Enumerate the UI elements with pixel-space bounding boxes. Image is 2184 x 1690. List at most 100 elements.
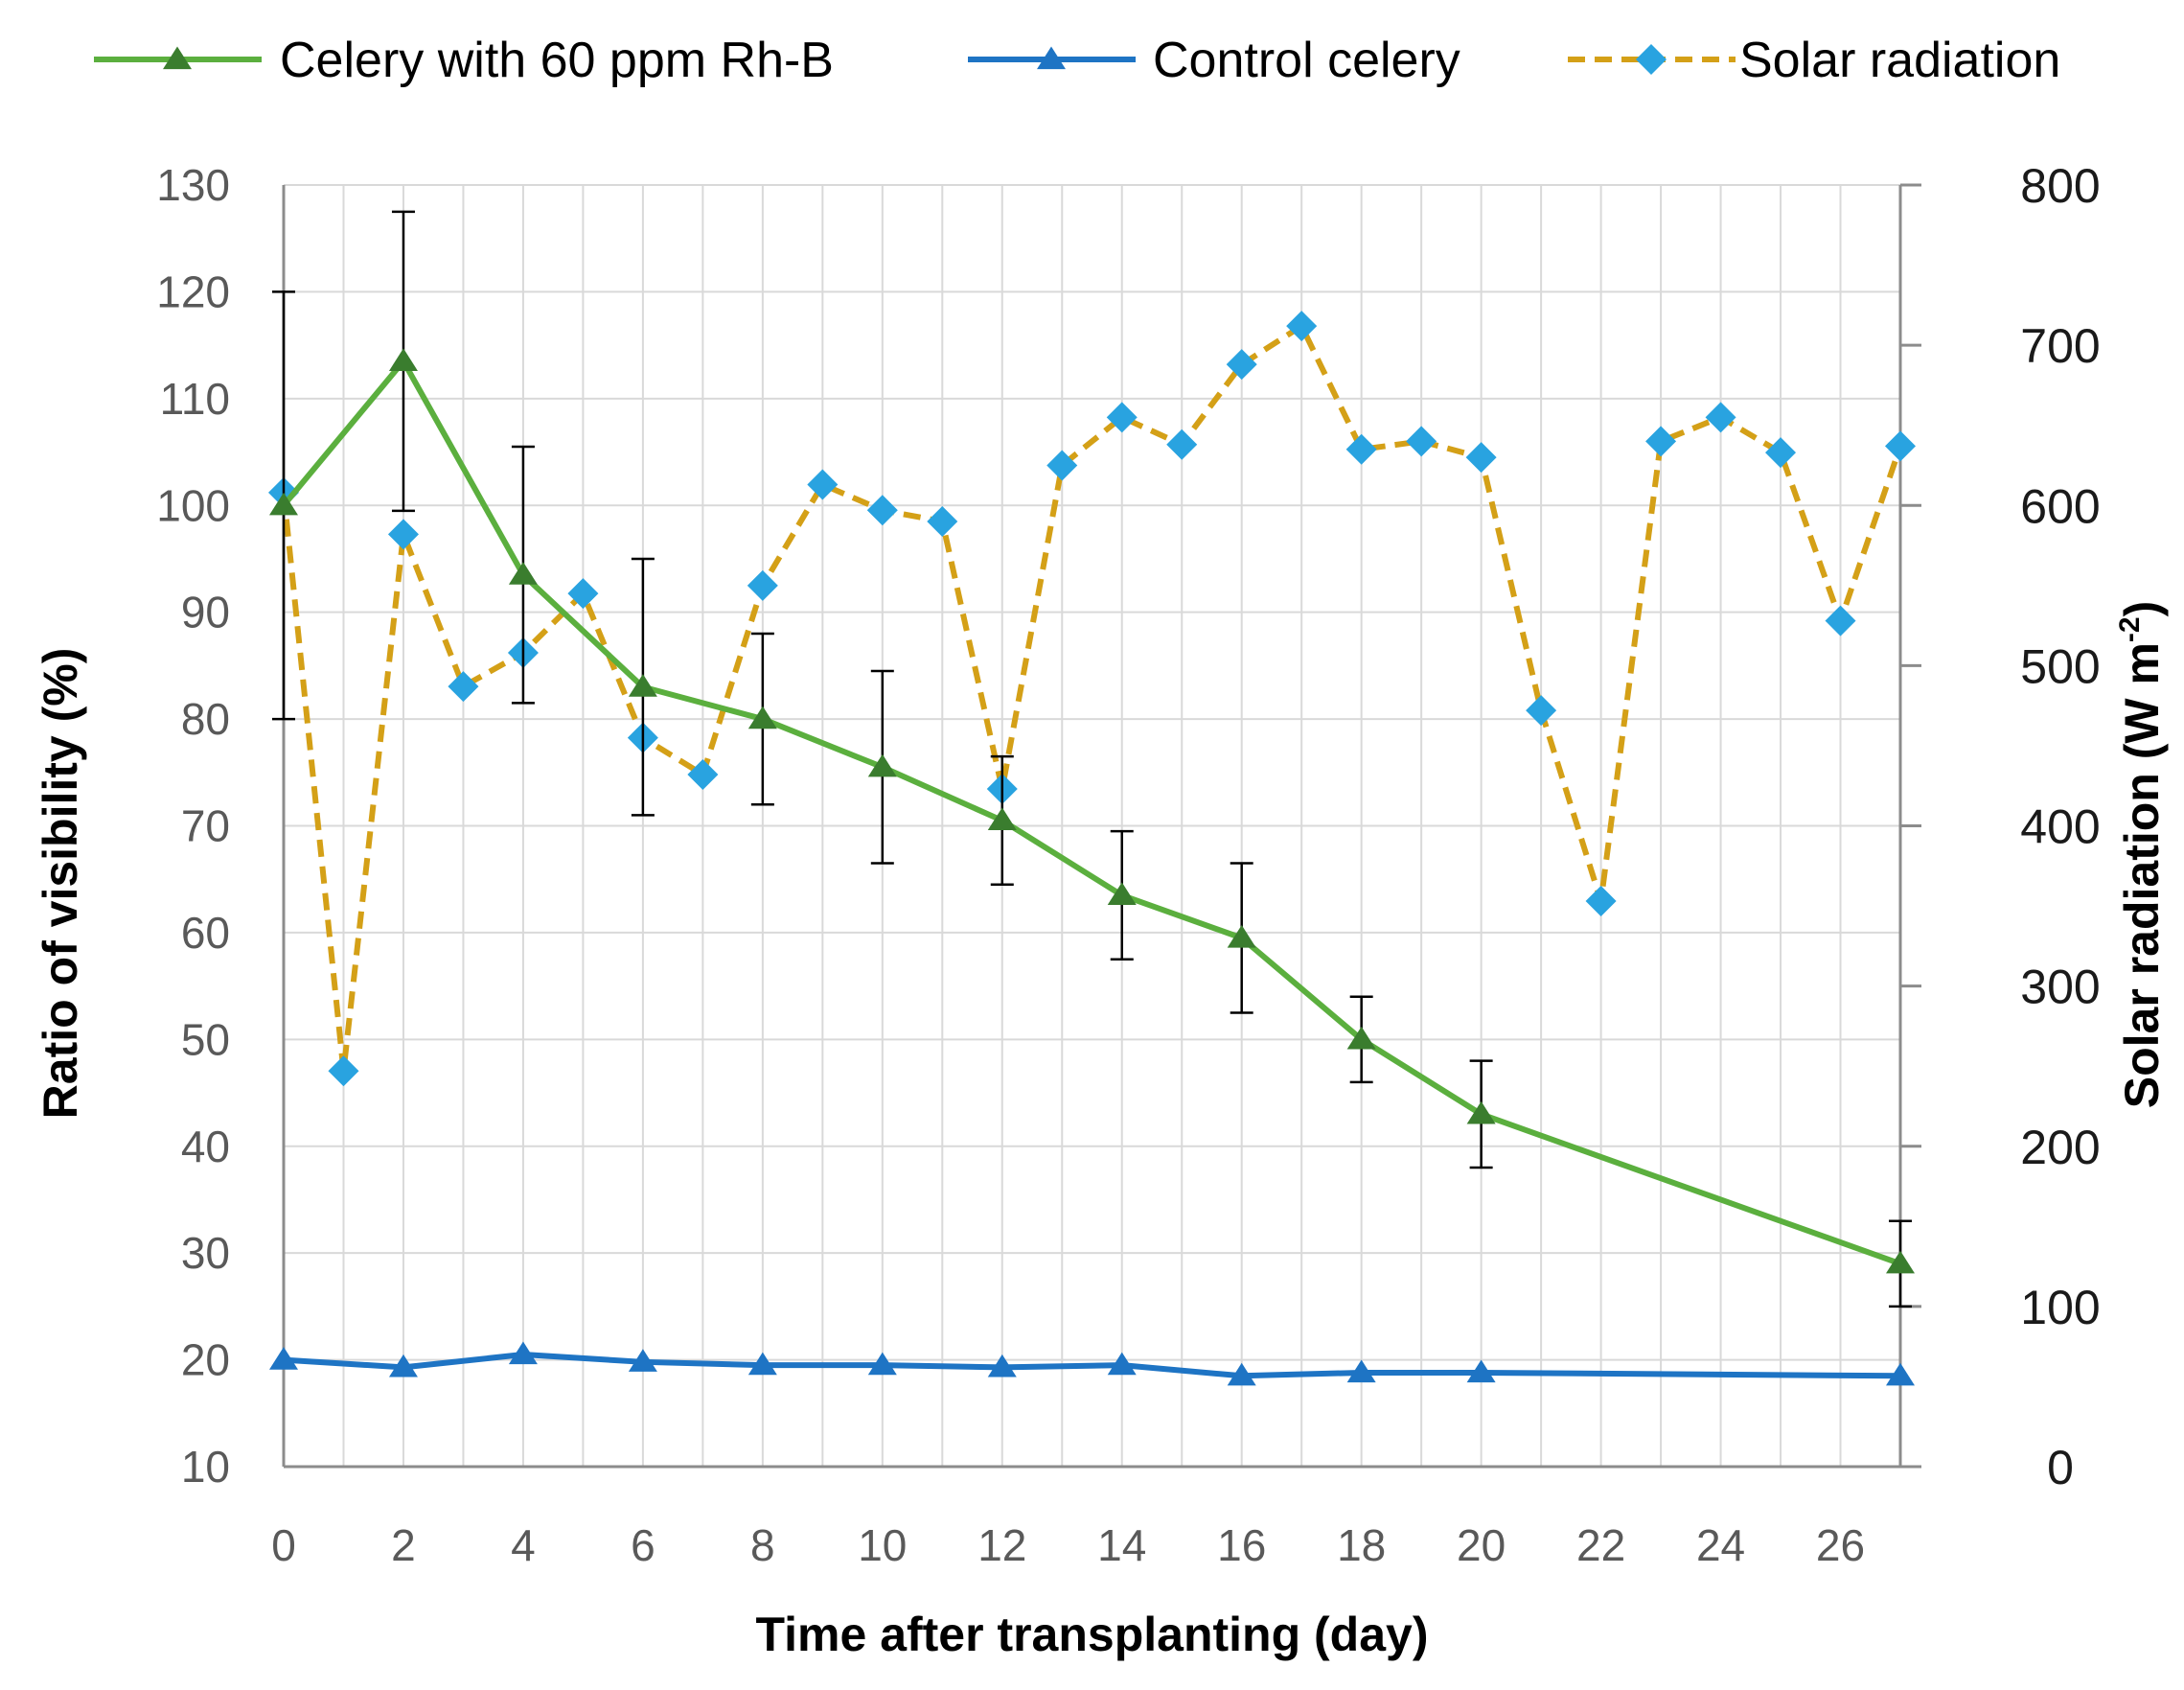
data-point (747, 706, 777, 729)
y2-tick-label: 200 (2020, 1121, 2100, 1174)
data-point (1645, 426, 1677, 457)
x-tick-label: 18 (1337, 1520, 1386, 1570)
x-tick-label: 10 (858, 1520, 907, 1570)
data-point (1885, 430, 1916, 462)
x-tick-label: 22 (1576, 1520, 1625, 1570)
data-point (628, 1349, 657, 1372)
y2-tick-label: 700 (2020, 319, 2100, 373)
series-0 (269, 210, 1915, 1308)
y-tick-label: 80 (181, 694, 230, 744)
data-point (1886, 1362, 1915, 1386)
data-point (388, 348, 418, 371)
x-tick-label: 26 (1816, 1520, 1865, 1570)
legend-swatch-marker (1636, 44, 1667, 75)
y-tick-label: 10 (181, 1442, 230, 1492)
x-tick-label: 14 (1097, 1520, 1146, 1570)
y-tick-label: 60 (181, 908, 230, 958)
data-point (1046, 450, 1078, 481)
data-point (1286, 311, 1318, 342)
data-point (1226, 349, 1257, 381)
legend-swatch-marker (1037, 46, 1066, 70)
y2-tick-label: 300 (2020, 961, 2100, 1014)
data-point (747, 569, 778, 601)
series-1 (269, 1341, 1915, 1386)
data-point (987, 807, 1017, 831)
legend-swatch-marker (163, 46, 192, 70)
data-point (1107, 882, 1137, 906)
legend-label: Control celery (1153, 33, 1460, 88)
data-point (1345, 433, 1377, 465)
data-point (747, 1352, 777, 1376)
y-tick-label: 120 (156, 266, 230, 316)
data-point (1166, 428, 1198, 460)
series-line (283, 1352, 1901, 1379)
tick-labels: 0 2 4 6 8 10 12 14 16 18 20 22 24 2610203040506070809… (156, 159, 2100, 1570)
y2-tick-label: 400 (2020, 800, 2100, 854)
y2-tick-label: 800 (2020, 159, 2100, 213)
data-point (987, 1354, 1017, 1377)
y2-axis-title: Solar radiation (W m-2) (2114, 601, 2169, 1109)
data-point (1106, 402, 1138, 433)
axis-titles: Time after transplanting (day) Ratio of … (34, 601, 2169, 1661)
data-point (1406, 426, 1437, 457)
data-point (1705, 402, 1736, 433)
x-tick-label: 8 (750, 1520, 775, 1570)
y2-tick-label: 500 (2020, 639, 2100, 693)
y2-axis-title-superscript: -2 (2114, 616, 2146, 642)
data-point (866, 495, 898, 526)
data-point (1466, 1359, 1496, 1383)
data-point (1465, 442, 1497, 474)
x-tick-label: 0 (271, 1520, 296, 1570)
data-point (1765, 437, 1797, 469)
data-point (1585, 886, 1617, 917)
x-tick-label: 2 (391, 1520, 416, 1570)
y2-tick-label: 100 (2020, 1281, 2100, 1334)
data-point (508, 1341, 538, 1365)
x-tick-label: 16 (1217, 1520, 1266, 1570)
data-point (927, 505, 958, 537)
x-tick-label: 4 (511, 1520, 536, 1570)
data-point (1346, 1359, 1376, 1383)
x-tick-label: 24 (1696, 1520, 1745, 1570)
series-line (281, 323, 1903, 1075)
data-point (1346, 1026, 1376, 1050)
data-point (1886, 1250, 1915, 1274)
y-tick-label: 130 (156, 160, 230, 210)
data-point (388, 1354, 418, 1377)
y2-axis-title-main: Solar radiation (W m (2115, 642, 2169, 1108)
data-point (1227, 924, 1256, 948)
data-point (867, 753, 897, 777)
y-tick-label: 100 (156, 480, 230, 530)
data-point (1526, 695, 1557, 727)
y2-tick-label: 0 (2047, 1441, 2074, 1494)
series-line (281, 358, 1902, 1267)
data-point (1107, 1352, 1137, 1376)
data-point (448, 671, 479, 703)
data-point (867, 1352, 897, 1376)
data-point (508, 562, 538, 585)
legend-label: Solar radiation (1739, 33, 2060, 88)
data-point (1466, 1100, 1496, 1124)
grid (284, 184, 1901, 1467)
y2-axis-title-end: ) (2115, 601, 2169, 617)
y-tick-label: 30 (181, 1228, 230, 1278)
legend: Celery with 60 ppm Rh-B Control celery Sol… (94, 33, 2060, 88)
y-tick-label: 110 (160, 374, 230, 424)
y-tick-label: 20 (181, 1335, 230, 1385)
data-point (387, 519, 419, 550)
x-tick-label: 6 (631, 1520, 655, 1570)
data-point (269, 1347, 298, 1370)
x-tick-label: 20 (1457, 1520, 1506, 1570)
y2-tick-label: 600 (2020, 479, 2100, 533)
y-tick-label: 90 (181, 588, 230, 637)
data-point (807, 469, 839, 500)
y-tick-label: 70 (181, 801, 230, 851)
x-tick-label: 12 (977, 1520, 1026, 1570)
data-point (567, 578, 599, 610)
x-axis-title: Time after transplanting (day) (756, 1608, 1429, 1661)
data-point (328, 1055, 359, 1087)
data-point (687, 759, 719, 791)
y-axis-title: Ratio of visibility (%) (34, 648, 87, 1120)
